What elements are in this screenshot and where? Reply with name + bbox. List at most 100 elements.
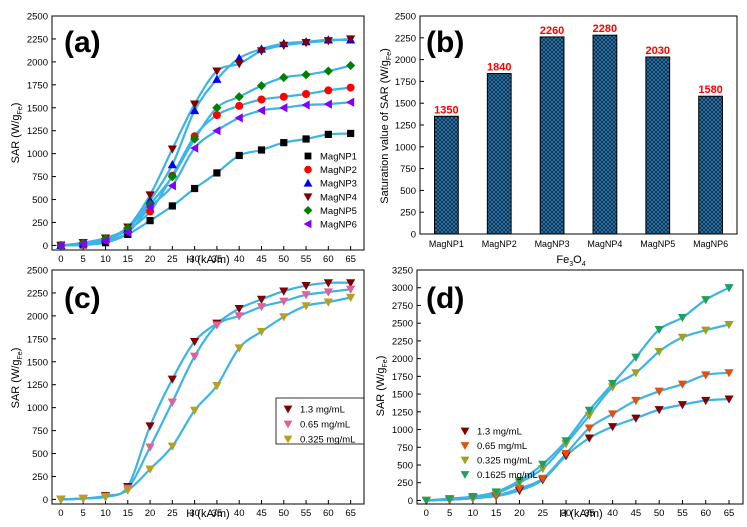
y-tick-label: 0 — [411, 230, 416, 241]
y-tick-label: 1000 — [395, 142, 416, 153]
data-point-a-s5 — [167, 171, 177, 182]
data-point-a-s6 — [301, 100, 310, 110]
chart-panel-b: (b) Saturation value of SAR (W/gFe) Fe3O… — [379, 12, 738, 268]
x-tick-label: 35 — [584, 508, 595, 519]
y-tick-label: 1000 — [27, 403, 48, 414]
x-tick-label: 50 — [278, 254, 289, 265]
bar-value-label: 2030 — [646, 45, 670, 57]
data-point-a-s1 — [302, 135, 310, 143]
data-point-a-s6 — [256, 105, 266, 116]
y-tick-label: 2000 — [395, 55, 416, 66]
y-tick-label: 500 — [397, 461, 413, 472]
x-tick-label: 25 — [167, 254, 178, 265]
data-point-d-s4 — [445, 495, 455, 504]
x-tick-label: 35 — [212, 254, 223, 265]
bar-value-label: 1840 — [487, 62, 511, 74]
y-tick-label: 1500 — [27, 357, 48, 368]
data-point-c-s3 — [145, 465, 155, 474]
data-point-a-s5 — [212, 103, 222, 113]
data-point-d-s1 — [584, 434, 594, 443]
bar-value-label: 2260 — [540, 25, 564, 37]
x-axis-title-c: H (kA/m) — [186, 508, 229, 520]
y-tick-label: 500 — [400, 186, 416, 197]
data-point-a-s2 — [302, 90, 311, 98]
data-point-d-s4 — [631, 353, 641, 362]
data-point-d-s4 — [421, 496, 431, 506]
legend-label: 0.325 mg/mL — [300, 435, 355, 446]
data-point-c-s1 — [234, 304, 244, 314]
y-tick-label: 250 — [32, 218, 48, 229]
data-point-a-s1 — [146, 217, 154, 225]
data-point-c-s2 — [323, 288, 333, 297]
data-point-c-s3 — [279, 313, 289, 322]
data-point-d-s4 — [561, 437, 571, 446]
panel-label-b: (b) — [426, 26, 464, 59]
y-tick-label: 3250 — [392, 266, 413, 277]
legend-d: 1.3 mg/mL 0.65 mg/mL 0.325 mg/mL 0.1625 mg/… — [460, 427, 538, 481]
data-point-a-s4 — [323, 37, 333, 46]
y-tick-label: 2000 — [27, 311, 48, 322]
data-point-c-s3 — [167, 442, 177, 451]
x-tick-label: 30 — [189, 254, 200, 265]
x-tick-label: 30 — [561, 508, 572, 519]
data-point-d-s1 — [608, 423, 618, 432]
y-tick-label: 1250 — [392, 407, 413, 418]
legend-marker — [303, 206, 313, 215]
x-tick-label: MagNP6 — [693, 239, 728, 249]
y-tick-label: 2250 — [395, 33, 416, 44]
bar-magnp2 — [486, 73, 512, 235]
x-tick-label: 65 — [345, 254, 356, 265]
data-point-d-s1 — [631, 414, 641, 423]
y-tick-label: 2250 — [392, 336, 413, 347]
y-tick-label: 1750 — [27, 334, 48, 345]
data-point-a-s5 — [301, 70, 311, 80]
data-point-a-s1 — [280, 139, 288, 147]
x-tick-label: 5 — [81, 508, 86, 519]
x-tick-label: 45 — [631, 508, 642, 519]
data-point-c-s3 — [100, 493, 111, 502]
data-point-d-s2 — [608, 410, 618, 419]
data-point-d-s4 — [584, 406, 594, 415]
y-tick-label: 500 — [32, 449, 48, 460]
data-point-c-s2 — [145, 443, 155, 452]
x-tick-label: 40 — [607, 508, 618, 519]
x-tick-label: MagNP3 — [535, 239, 570, 249]
data-point-a-s4 — [346, 35, 356, 44]
data-point-a-s6 — [279, 103, 288, 113]
legend-label: 1.3 mg/mL — [300, 405, 345, 416]
chart-panel-d: (d) SAR (W/gFe) H (kA/m) 025050075010001… — [375, 266, 744, 520]
bar-magnp3 — [539, 36, 565, 235]
x-tick-label: 35 — [212, 508, 223, 519]
y-tick-label: 0 — [43, 495, 48, 506]
data-point-a-s5 — [323, 66, 333, 76]
x-tick-label: 65 — [345, 508, 356, 519]
bar-value-label: 1350 — [434, 104, 458, 116]
data-point-d-s4 — [538, 460, 548, 469]
chart-panel-a: (a) SAR (W/gFe) H (kA/m) 025050075010001… — [10, 12, 365, 266]
data-point-d-s2 — [654, 387, 664, 396]
bar-magnp5 — [645, 56, 671, 235]
data-point-d-s4 — [468, 492, 478, 502]
fit-curve-d-1 — [426, 398, 730, 502]
data-point-a-s3 — [167, 160, 177, 169]
data-point-a-s1 — [191, 184, 199, 193]
y-tick-label: 1750 — [395, 77, 416, 88]
bar-magnp1 — [434, 115, 459, 235]
data-point-d-s4 — [514, 477, 525, 486]
data-point-a-s6 — [78, 239, 87, 249]
y-tick-label: 2000 — [27, 57, 48, 68]
y-tick-label: 750 — [400, 164, 416, 175]
x-tick-label: 60 — [323, 254, 334, 265]
x-tick-label: 0 — [58, 254, 63, 265]
data-point-c-s2 — [212, 321, 222, 330]
y-tick-label: 1000 — [392, 425, 413, 436]
x-tick-label: 60 — [700, 508, 711, 519]
data-point-d-s2 — [584, 424, 594, 433]
data-point-a-s4 — [212, 67, 222, 76]
data-point-d-s2 — [724, 369, 734, 378]
fit-curve-c-1 — [60, 281, 351, 501]
data-point-c-s2 — [234, 312, 244, 321]
data-point-c-s1 — [346, 279, 356, 288]
data-point-d-s2 — [538, 474, 548, 484]
y-tick-label: 1500 — [395, 99, 416, 110]
